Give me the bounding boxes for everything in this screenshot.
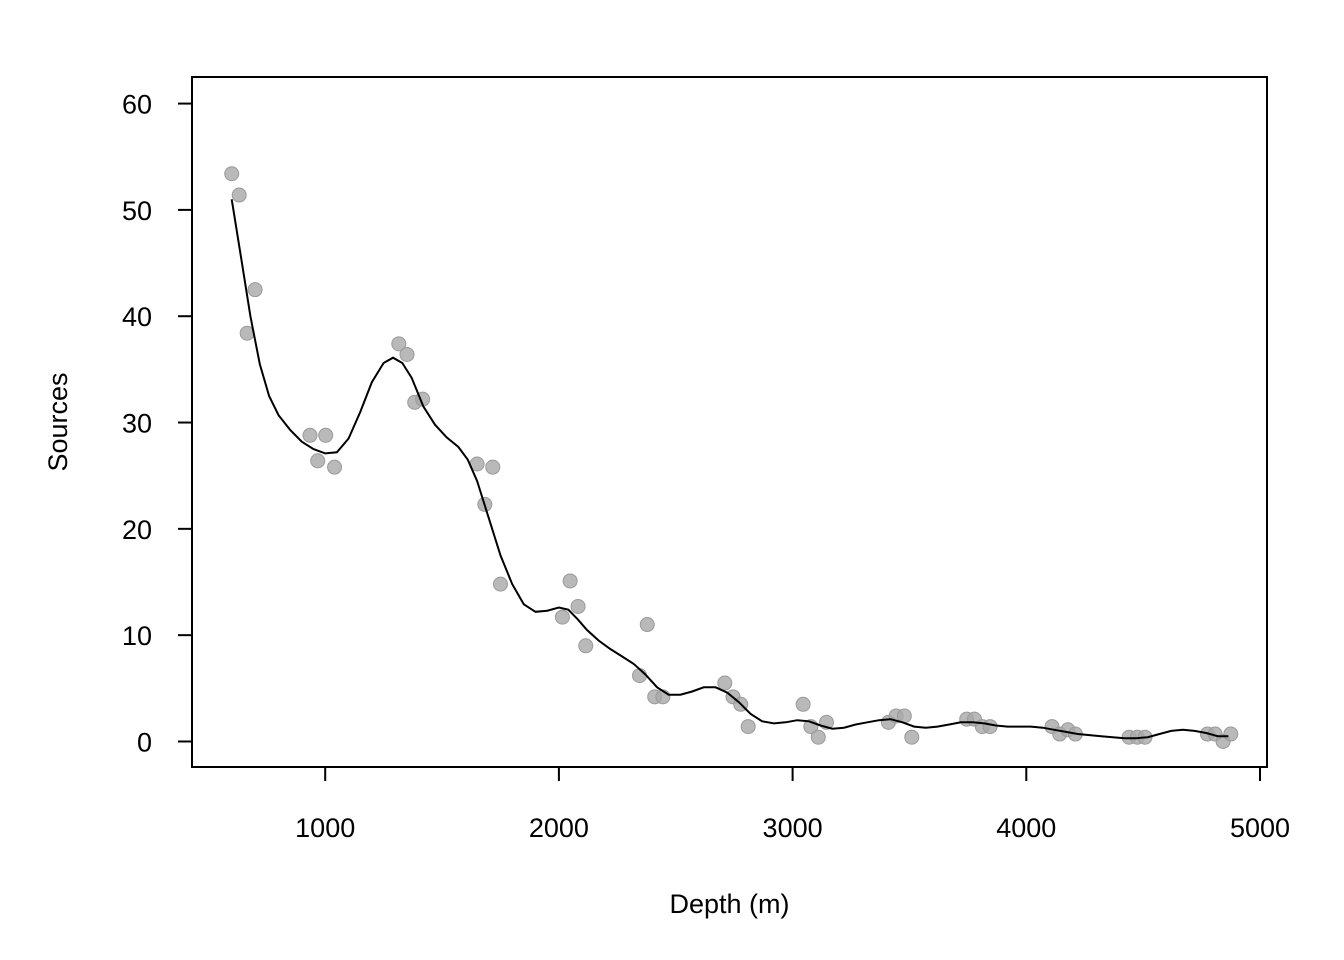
data-point xyxy=(247,282,263,298)
y-axis-title: Sources xyxy=(43,372,73,471)
scatter-points xyxy=(224,166,1239,749)
data-point xyxy=(639,617,655,633)
x-tick-label: 1000 xyxy=(295,813,355,843)
plot-frame xyxy=(191,76,1268,768)
data-point xyxy=(740,719,756,735)
y-tick-label: 40 xyxy=(122,302,152,332)
data-point xyxy=(578,638,594,654)
data-point xyxy=(562,573,578,589)
y-tick-label: 20 xyxy=(122,515,152,545)
y-tick-label: 50 xyxy=(122,196,152,226)
data-point xyxy=(554,609,570,625)
data-point xyxy=(391,336,407,352)
data-point xyxy=(632,668,648,684)
data-point xyxy=(399,346,415,362)
data-point xyxy=(810,729,826,745)
data-point xyxy=(570,598,586,614)
data-point xyxy=(982,719,998,735)
data-point xyxy=(485,459,501,475)
y-tick-label: 60 xyxy=(122,90,152,120)
y-tick-label: 30 xyxy=(122,409,152,439)
data-point xyxy=(717,675,733,691)
y-tick-label: 0 xyxy=(137,727,152,757)
data-point xyxy=(327,459,343,475)
x-tick-label: 3000 xyxy=(763,813,823,843)
data-point xyxy=(492,576,508,592)
data-point xyxy=(795,696,811,712)
y-tick-label: 10 xyxy=(122,621,152,651)
x-axis: 1000 2000 3000 4000 5000 xyxy=(295,766,1290,843)
x-tick-label: 5000 xyxy=(1230,813,1290,843)
data-point xyxy=(904,729,920,745)
data-point xyxy=(310,453,326,469)
x-tick-label: 4000 xyxy=(996,813,1056,843)
data-point xyxy=(224,166,240,182)
x-axis-title: Depth (m) xyxy=(669,889,789,919)
smooth-curve xyxy=(230,199,1229,740)
x-tick-label: 2000 xyxy=(529,813,589,843)
data-point xyxy=(302,427,318,443)
data-point xyxy=(318,427,334,443)
y-axis: 0 10 20 30 40 50 60 xyxy=(122,90,193,757)
data-point xyxy=(231,187,247,203)
data-point xyxy=(1223,726,1239,742)
